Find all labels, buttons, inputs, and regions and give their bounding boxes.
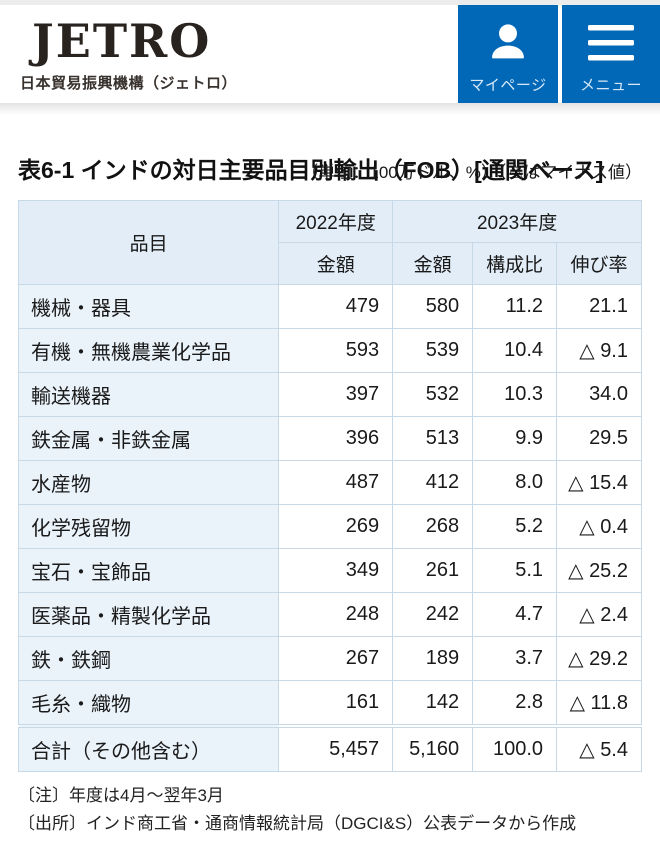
menu-button-label: メニュー: [579, 77, 642, 94]
share-cell: 8.0: [472, 459, 558, 505]
table-row: 毛糸・織物 161 142 2.8 △ 11.8: [17, 679, 642, 726]
total-share-cell: 100.0: [472, 723, 558, 772]
share-cell: 10.3: [472, 371, 558, 417]
growth-cell: △ 11.8: [556, 679, 642, 726]
growth-cell: △ 0.4: [556, 503, 642, 549]
col-header-fy2022: 2022年度: [278, 199, 394, 243]
amount-2022-cell: 479: [278, 283, 394, 329]
mypage-button[interactable]: マイページ: [458, 5, 558, 103]
table-row: 鉄金属・非鉄金属 396 513 9.9 29.5: [17, 415, 642, 461]
header-shadow: [0, 103, 660, 115]
total-row: 合計（その他含む） 5,457 5,160 100.0 △ 5.4: [17, 723, 642, 772]
item-cell: 鉄・鉄鋼: [17, 635, 280, 681]
jetro-logo-tagline: 日本貿易振興機構（ジェトロ）: [20, 75, 238, 93]
share-cell: 9.9: [472, 415, 558, 461]
total-amount-2023-cell: 5,160: [392, 723, 474, 772]
amount-2022-cell: 397: [278, 371, 394, 417]
jetro-logo-text: JETRO: [32, 14, 212, 68]
growth-cell: △ 29.2: [556, 635, 642, 681]
amount-2023-cell: 261: [392, 547, 474, 593]
total-amount-2022-cell: 5,457: [278, 723, 394, 772]
col-header-fy2023: 2023年度: [392, 199, 642, 243]
share-cell: 2.8: [472, 679, 558, 726]
export-table: 品目 2022年度 2023年度 金額 金額 構成比 伸び率 機械・器具 479 5…: [17, 199, 642, 772]
jetro-logo[interactable]: JETRO 日本貿易振興機構（ジェトロ）: [0, 5, 660, 93]
growth-cell: 21.1: [556, 283, 642, 329]
person-icon: [485, 5, 531, 74]
col-header-item: 品目: [17, 199, 280, 285]
note-line: 〔注〕年度は4月～翌年3月: [18, 785, 224, 805]
growth-cell: 34.0: [556, 371, 642, 417]
growth-cell: △ 9.1: [556, 327, 642, 373]
table-row: 鉄・鉄鋼 267 189 3.7 △ 29.2: [17, 635, 642, 681]
table-row: 水産物 487 412 8.0 △ 15.4: [17, 459, 642, 505]
amount-2023-cell: 142: [392, 679, 474, 726]
table-foot: 合計（その他含む） 5,457 5,160 100.0 △ 5.4: [17, 723, 642, 772]
col-header-growth: 伸び率: [556, 241, 642, 285]
share-cell: 5.1: [472, 547, 558, 593]
page-title: 表6-1 インドの対日主要品目別輸出（FOB）[通関ベース]: [18, 157, 604, 183]
amount-2022-cell: 248: [278, 591, 394, 637]
col-header-share: 構成比: [472, 241, 558, 285]
source-line: 〔出所〕インド商工省・通商情報統計局（DGCI&S）公表データから作成: [18, 813, 577, 833]
item-cell: 宝石・宝飾品: [17, 547, 280, 593]
amount-2023-cell: 189: [392, 635, 474, 681]
amount-2023-cell: 412: [392, 459, 474, 505]
mypage-button-label: マイページ: [469, 77, 547, 94]
hamburger-icon: [588, 5, 634, 74]
amount-2022-cell: 267: [278, 635, 394, 681]
total-growth-cell: △ 5.4: [556, 723, 642, 772]
share-cell: 11.2: [472, 283, 558, 329]
header-buttons: マイページ メニュー: [458, 5, 660, 103]
amount-2023-cell: 539: [392, 327, 474, 373]
item-cell: 毛糸・織物: [17, 679, 280, 726]
item-cell: 医薬品・精製化学品: [17, 591, 280, 637]
amount-2023-cell: 513: [392, 415, 474, 461]
table-row: 機械・器具 479 580 11.2 21.1: [17, 283, 642, 329]
growth-cell: △ 25.2: [556, 547, 642, 593]
growth-cell: △ 2.4: [556, 591, 642, 637]
amount-2023-cell: 580: [392, 283, 474, 329]
table-head: 品目 2022年度 2023年度 金額 金額 構成比 伸び率: [17, 199, 642, 285]
table-row: 宝石・宝飾品 349 261 5.1 △ 25.2: [17, 547, 642, 593]
table-row: 輸送機器 397 532 10.3 34.0: [17, 371, 642, 417]
item-cell: 化学残留物: [17, 503, 280, 549]
table-row: 化学残留物 269 268 5.2 △ 0.4: [17, 503, 642, 549]
amount-2022-cell: 349: [278, 547, 394, 593]
unit-note: （単位：100万ドル、%）（△はマイナス値）: [301, 162, 642, 182]
top-strip: [0, 0, 660, 5]
title-block: 表6-1 インドの対日主要品目別輸出（FOB）[通関ベース] （単位：100万ド…: [18, 153, 642, 188]
col-header-amount-2022: 金額: [278, 241, 394, 285]
menu-button[interactable]: メニュー: [562, 5, 660, 103]
share-cell: 5.2: [472, 503, 558, 549]
amount-2022-cell: 593: [278, 327, 394, 373]
item-cell: 鉄金属・非鉄金属: [17, 415, 280, 461]
notes: 〔注〕年度は4月～翌年3月 〔出所〕インド商工省・通商情報統計局（DGCI&S）…: [18, 782, 642, 838]
share-cell: 4.7: [472, 591, 558, 637]
item-cell: 水産物: [17, 459, 280, 505]
total-item-cell: 合計（その他含む）: [17, 723, 280, 772]
amount-2023-cell: 532: [392, 371, 474, 417]
table-row: 医薬品・精製化学品 248 242 4.7 △ 2.4: [17, 591, 642, 637]
site-header: JETRO 日本貿易振興機構（ジェトロ） マイページ: [0, 5, 660, 103]
growth-cell: △ 15.4: [556, 459, 642, 505]
amount-2023-cell: 268: [392, 503, 474, 549]
item-cell: 有機・無機農業化学品: [17, 327, 280, 373]
share-cell: 3.7: [472, 635, 558, 681]
col-header-amount-2023: 金額: [392, 241, 474, 285]
amount-2022-cell: 161: [278, 679, 394, 726]
item-cell: 輸送機器: [17, 371, 280, 417]
amount-2022-cell: 487: [278, 459, 394, 505]
main-content: 表6-1 インドの対日主要品目別輸出（FOB）[通関ベース] （単位：100万ド…: [0, 153, 660, 838]
table-body: 機械・器具 479 580 11.2 21.1 有機・無機農業化学品 593 539 10.4 △…: [17, 283, 642, 726]
item-cell: 機械・器具: [17, 283, 280, 329]
share-cell: 10.4: [472, 327, 558, 373]
amount-2023-cell: 242: [392, 591, 474, 637]
growth-cell: 29.5: [556, 415, 642, 461]
table-row: 有機・無機農業化学品 593 539 10.4 △ 9.1: [17, 327, 642, 373]
amount-2022-cell: 269: [278, 503, 394, 549]
amount-2022-cell: 396: [278, 415, 394, 461]
